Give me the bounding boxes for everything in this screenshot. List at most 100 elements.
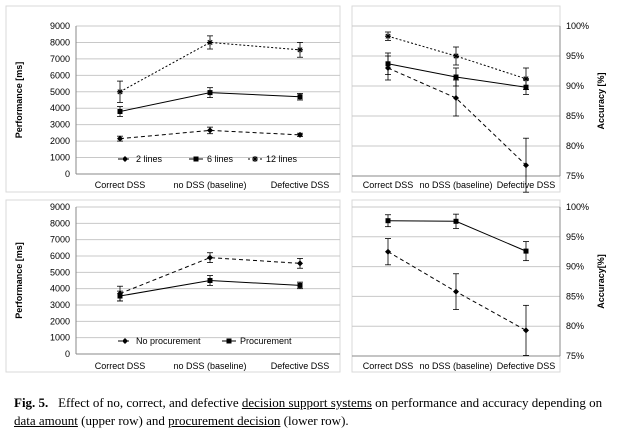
y-tick-label: 75% bbox=[566, 171, 584, 181]
y-tick-label: 0 bbox=[65, 169, 70, 179]
data-point bbox=[207, 254, 213, 261]
y-tick-label: 6000 bbox=[50, 70, 70, 80]
series-procurement bbox=[117, 275, 303, 302]
y-axis-label: Accuracy[%] bbox=[596, 254, 606, 309]
y-tick-label: 7000 bbox=[50, 235, 70, 245]
x-tick-label-correct-dss: Correct DSS bbox=[363, 361, 414, 371]
chart-frame bbox=[5, 199, 341, 373]
y-tick-label: 8000 bbox=[50, 37, 70, 47]
series-line bbox=[387, 67, 527, 166]
chart-frame bbox=[5, 5, 341, 193]
x-tick-label-no-dss-baseline: no DSS (baseline) bbox=[173, 361, 246, 371]
figure-label: Fig. 5. bbox=[14, 395, 49, 410]
x-tick-label-defective-dss: Defective DSS bbox=[497, 361, 556, 371]
y-tick-label: 5000 bbox=[50, 87, 70, 97]
chart-panel-3: 0 1000 2000 3000 4000 5000 6000 7000 8000 9000 Per… bbox=[5, 199, 341, 373]
y-tick-label: 90% bbox=[566, 262, 584, 272]
caption-link-decision-support-systems[interactable]: decision support systems bbox=[241, 395, 372, 410]
series-line bbox=[387, 220, 527, 252]
y-tick-label: 80% bbox=[566, 321, 584, 331]
y-tick-label: 4000 bbox=[50, 103, 70, 113]
caption-text-4: (lower row). bbox=[280, 413, 349, 428]
data-point bbox=[117, 109, 123, 115]
caption-link-procurement-decision[interactable]: procurement decision bbox=[168, 413, 281, 428]
series-no-procurement bbox=[385, 238, 529, 356]
series-6-lines bbox=[117, 87, 303, 117]
data-point bbox=[207, 90, 213, 96]
caption-text-2: on performance and accuracy depending on bbox=[371, 395, 603, 410]
caption-text-1: Effect of no, correct, and defective bbox=[58, 395, 242, 410]
x-tick-label-correct-dss: Correct DSS bbox=[95, 180, 146, 190]
data-point bbox=[207, 39, 213, 46]
y-tick-label: 3000 bbox=[50, 120, 70, 130]
data-point bbox=[385, 218, 391, 224]
y-tick-label: 2000 bbox=[50, 316, 70, 326]
data-point bbox=[385, 33, 391, 40]
data-point bbox=[453, 218, 459, 224]
y-tick-label: 1000 bbox=[50, 153, 70, 163]
x-tick-label-correct-dss: Correct DSS bbox=[95, 361, 146, 371]
data-point bbox=[117, 88, 123, 95]
y-tick-label: 2000 bbox=[50, 136, 70, 146]
x-tick-label-no-dss-baseline: no DSS (baseline) bbox=[173, 180, 246, 190]
y-axis-label: Performance [ms] bbox=[14, 62, 24, 139]
series-6-lines bbox=[385, 52, 529, 95]
data-point bbox=[207, 278, 213, 283]
y-tick-label: 5000 bbox=[50, 267, 70, 277]
x-tick-label-no-dss-baseline: no DSS (baseline) bbox=[419, 361, 492, 371]
x-tick-label-no-dss-baseline: no DSS (baseline) bbox=[419, 180, 492, 190]
data-point bbox=[453, 74, 459, 80]
y-tick-label: 75% bbox=[566, 351, 584, 361]
data-point bbox=[523, 75, 529, 82]
data-point bbox=[385, 61, 391, 67]
chart-panel-4: 75% 80% 85% 90% 95% 100% Accuracy[%] Correct DS… bbox=[351, 199, 606, 373]
legend-item-no-procurement: No procurement bbox=[136, 336, 201, 346]
y-tick-label: 90% bbox=[566, 81, 584, 91]
series-line bbox=[119, 129, 301, 140]
legend-marker bbox=[193, 156, 199, 162]
legend-item-12-lines: 12 lines bbox=[266, 154, 298, 164]
series-line bbox=[119, 257, 301, 295]
series-line bbox=[119, 41, 301, 93]
series-2-lines bbox=[117, 126, 303, 142]
x-tick-label-defective-dss: Defective DSS bbox=[271, 361, 330, 371]
series-12-lines bbox=[117, 35, 303, 103]
data-point bbox=[207, 127, 213, 134]
legend-marker bbox=[122, 156, 128, 162]
y-tick-label: 95% bbox=[566, 51, 584, 61]
caption-link-data-amount[interactable]: data amount bbox=[14, 413, 78, 428]
x-tick-label-correct-dss: Correct DSS bbox=[363, 180, 414, 190]
data-point bbox=[453, 288, 459, 295]
chart-panel-2: 75% 80% 85% 90% 95% 100% Accuracy [%] Correct D… bbox=[351, 5, 606, 193]
caption-text-3: (upper row) and bbox=[77, 413, 169, 428]
legend: No procurement Procurement bbox=[118, 336, 292, 346]
x-tick-label-defective-dss: Defective DSS bbox=[271, 180, 330, 190]
y-tick-label: 7000 bbox=[50, 54, 70, 64]
data-point bbox=[297, 260, 303, 267]
y-tick-label: 95% bbox=[566, 232, 584, 242]
legend-marker bbox=[226, 338, 232, 344]
y-axis-label: Performance [ms] bbox=[14, 242, 24, 319]
y-tick-label: 80% bbox=[566, 141, 584, 151]
chart-panel-1: 0 1000 2000 3000 4000 5000 6000 7000 8000 9000 Per… bbox=[5, 5, 341, 193]
data-point bbox=[297, 131, 303, 138]
y-tick-label: 4000 bbox=[50, 284, 70, 294]
legend: 2 lines 6 lines 12 lines bbox=[118, 154, 298, 164]
y-tick-label: 100% bbox=[566, 21, 589, 31]
data-point bbox=[523, 162, 529, 169]
legend-item-procurement: Procurement bbox=[240, 336, 292, 346]
y-tick-label: 9000 bbox=[50, 202, 70, 212]
data-point bbox=[117, 135, 123, 142]
data-point bbox=[385, 248, 391, 255]
legend-item-2-lines: 2 lines bbox=[136, 154, 163, 164]
data-point bbox=[297, 94, 303, 100]
data-point bbox=[453, 95, 459, 101]
series-procurement bbox=[385, 213, 529, 262]
y-tick-label: 3000 bbox=[50, 300, 70, 310]
legend-marker bbox=[252, 156, 258, 162]
legend-item-6-lines: 6 lines bbox=[207, 154, 234, 164]
figure-caption: Fig. 5. Effect of no, correct, and defec… bbox=[14, 394, 626, 430]
y-tick-label: 0 bbox=[65, 349, 70, 359]
y-tick-label: 8000 bbox=[50, 218, 70, 228]
y-tick-label: 85% bbox=[566, 291, 584, 301]
